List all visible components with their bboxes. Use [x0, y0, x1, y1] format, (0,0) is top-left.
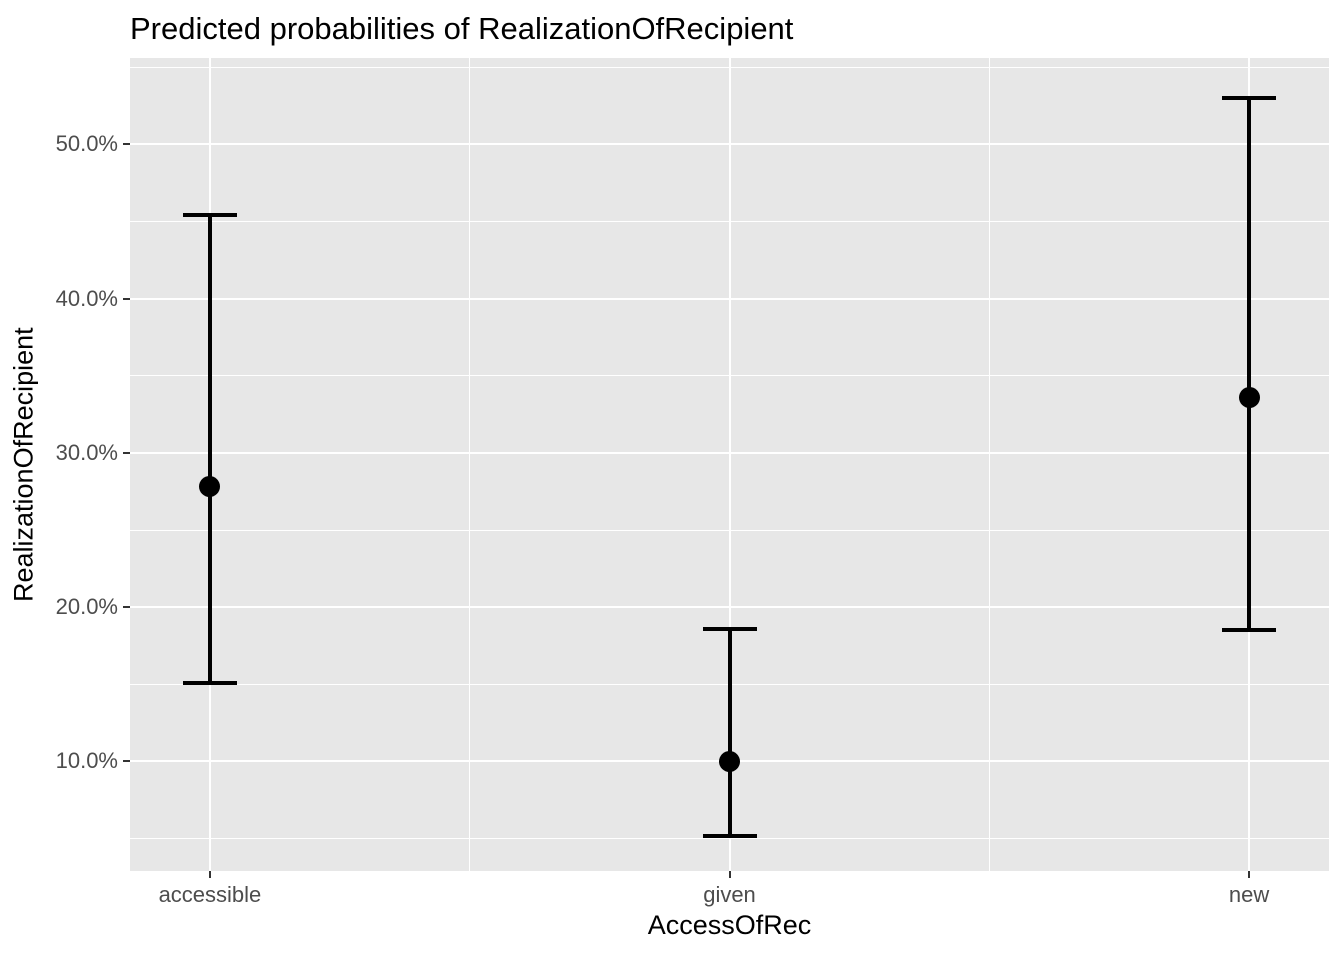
x-gridline-major: [728, 58, 731, 871]
y-tick-mark: [123, 606, 130, 609]
x-tick-mark: [1248, 871, 1251, 878]
point-estimate: [1238, 386, 1260, 408]
error-bar: [1247, 98, 1252, 631]
x-tick-label: accessible: [158, 882, 262, 907]
point-estimate: [719, 750, 740, 772]
error-bar-cap-top: [702, 626, 757, 631]
y-tick-mark: [123, 297, 130, 300]
x-axis-title: AccessOfRec: [647, 910, 812, 940]
y-tick-label: 20.0%: [55, 594, 118, 620]
x-tick-label: new: [1228, 882, 1270, 907]
y-tick-label: 10.0%: [55, 748, 118, 774]
error-bar-cap-bottom: [182, 680, 237, 685]
y-tick-mark: [123, 451, 130, 454]
y-tick-mark: [123, 760, 130, 763]
error-bar-cap-top: [1222, 96, 1277, 101]
plot-title: Predicted probabilities of RealizationOf…: [130, 11, 794, 46]
x-tick-mark: [728, 871, 731, 878]
error-bar-cap-bottom: [702, 833, 757, 838]
point-estimate: [199, 476, 221, 498]
x-tick-label: given: [703, 882, 756, 907]
y-tick-mark: [123, 143, 130, 146]
y-tick-label: 50.0%: [55, 131, 118, 157]
x-tick-mark: [208, 871, 211, 878]
error-bar: [727, 628, 732, 836]
y-tick-label: 40.0%: [55, 285, 118, 311]
error-bar-cap-bottom: [1222, 628, 1277, 633]
error-bar: [207, 215, 212, 683]
y-tick-label: 30.0%: [55, 439, 118, 465]
plot-panel: [130, 58, 1329, 871]
error-bar-cap-top: [182, 213, 237, 218]
x-gridline-minor: [469, 58, 471, 871]
x-gridline-minor: [988, 58, 990, 871]
